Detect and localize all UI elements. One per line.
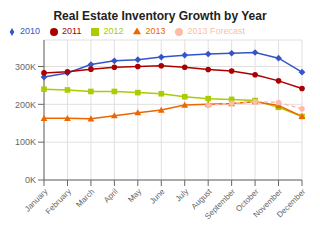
html-text:2013 Forecast: 2013 Forecast: [187, 26, 245, 36]
svg-text:July: July: [174, 187, 190, 203]
svg-text:100K: 100K: [15, 137, 36, 147]
svg-text:May: May: [126, 187, 143, 204]
html-text:2010: 2010: [20, 26, 40, 36]
svg-text:June: June: [148, 187, 167, 206]
svg-text:300K: 300K: [15, 62, 36, 72]
svg-text:April: April: [102, 187, 120, 205]
html-text:Real Estate Inventory Growth b: Real Estate Inventory Growth by Year: [53, 9, 267, 23]
svg-text:0K: 0K: [25, 175, 36, 185]
svg-text:August: August: [189, 187, 214, 211]
svg-text:October: October: [234, 187, 261, 214]
svg-text:January: January: [22, 187, 50, 214]
html-text:2012: 2012: [103, 26, 124, 36]
html-text:2011: 2011: [62, 26, 82, 36]
svg-text:September: September: [203, 187, 237, 221]
svg-text:December: December: [275, 187, 308, 220]
html-text:2013: 2013: [145, 26, 166, 36]
svg-text:200K: 200K: [15, 100, 36, 110]
svg-text:February: February: [44, 187, 73, 216]
svg-text:March: March: [74, 187, 96, 209]
svg-text:November: November: [251, 187, 284, 220]
